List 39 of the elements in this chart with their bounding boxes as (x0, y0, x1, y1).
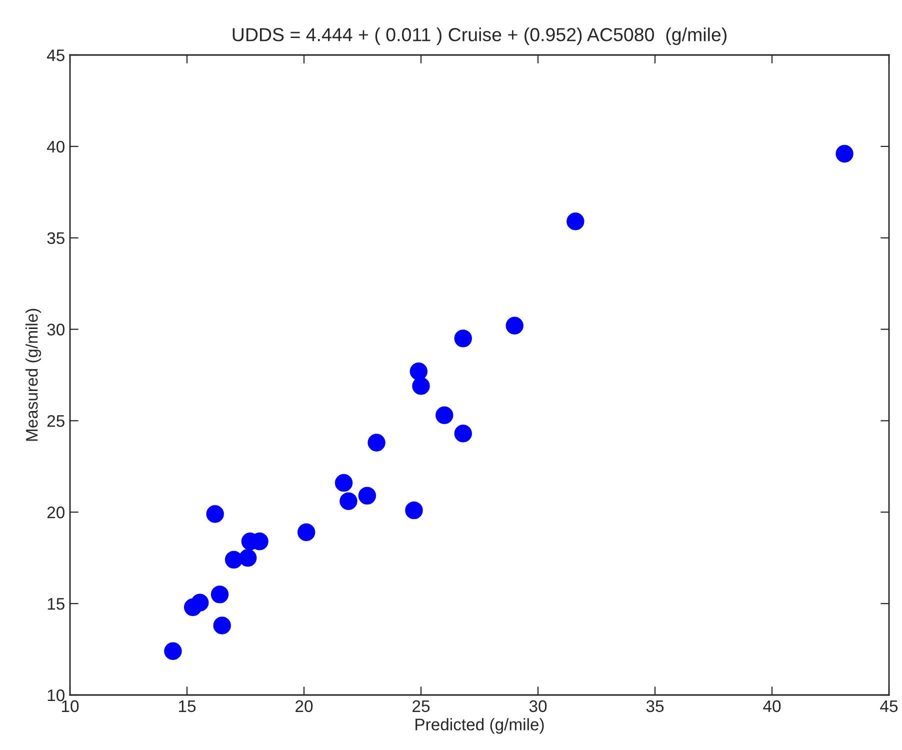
y-tick-label: 10 (48, 689, 64, 702)
x-tick-label: 30 (529, 700, 547, 712)
point (566, 212, 584, 230)
point (191, 594, 209, 612)
point (436, 406, 454, 424)
y-tick-label: 25 (47, 415, 64, 427)
point (334, 474, 353, 492)
point (836, 144, 854, 163)
point (164, 642, 182, 660)
point (412, 377, 430, 395)
x-tick-label: 10 (62, 700, 79, 712)
x-tick-label: 40 (763, 700, 781, 712)
x-axis-title: Predicted (g/mile) (416, 718, 544, 734)
point (368, 434, 386, 452)
x-tick-label: 45 (880, 700, 898, 712)
point (410, 362, 428, 380)
point (405, 501, 423, 520)
x-tick-label: 20 (296, 700, 313, 712)
point (506, 316, 524, 334)
point (210, 586, 229, 604)
point (340, 492, 358, 510)
y-tick-label: 20 (47, 506, 64, 518)
chart-title: UDDS = 4.444 + ( 0.011 ) Cruise + (0.952) AC5080 (g/mile) (232, 28, 726, 45)
y-tick-label: 15 (48, 598, 64, 610)
point (358, 486, 376, 505)
y-tick-label: 35 (47, 232, 64, 244)
x-tick-label: 25 (412, 700, 430, 712)
y-tick-label: 45 (46, 50, 64, 62)
point (454, 424, 472, 442)
x-tick-label: 15 (179, 700, 196, 712)
point (454, 330, 472, 348)
y-tick-label: 40 (46, 140, 64, 153)
x-tick-label: 35 (646, 700, 664, 712)
point (206, 505, 224, 523)
point (238, 549, 257, 567)
y-axis-title: Measured (g/mile) (26, 308, 42, 441)
y-tick-label: 30 (47, 324, 64, 336)
point (297, 523, 316, 542)
point (213, 616, 231, 634)
